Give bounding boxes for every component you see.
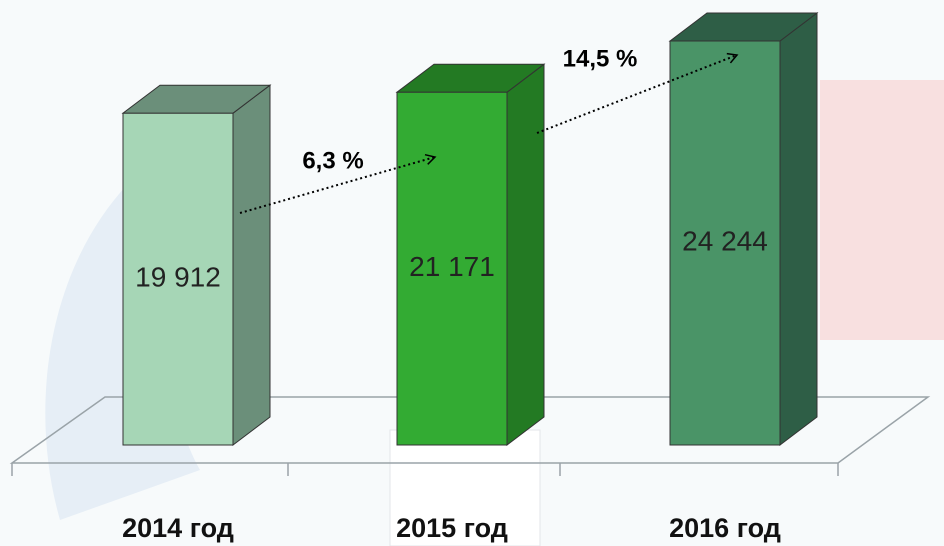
growth-label: 6,3 %	[302, 147, 363, 174]
bar-side	[780, 13, 817, 445]
x-tick-label: 2016 год	[669, 513, 781, 543]
value-label: 21 171	[409, 251, 495, 282]
value-label: 24 244	[682, 225, 768, 256]
chart: 19 912 2014 год 21 171 2015 год 24 244 2016 г…	[0, 0, 944, 546]
growth-label: 14,5 %	[563, 45, 638, 72]
decor-flag	[820, 80, 944, 340]
bar-side	[233, 85, 270, 445]
value-label: 19 912	[135, 261, 221, 292]
bar-side	[507, 64, 544, 445]
x-tick-label: 2015 год	[396, 513, 508, 543]
x-tick-label: 2014 год	[122, 513, 234, 543]
